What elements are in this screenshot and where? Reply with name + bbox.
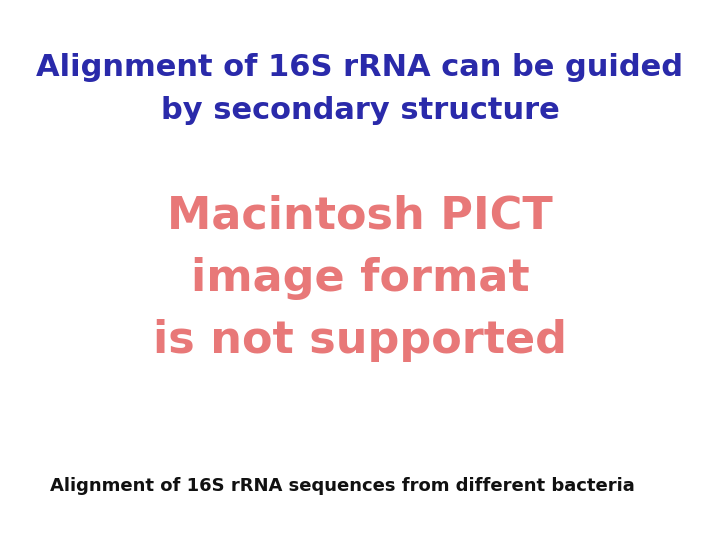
Text: Alignment of 16S rRNA sequences from different bacteria: Alignment of 16S rRNA sequences from dif… [50, 477, 635, 495]
Text: image format: image format [191, 256, 529, 300]
Text: Alignment of 16S rRNA can be guided: Alignment of 16S rRNA can be guided [37, 53, 683, 82]
Text: by secondary structure: by secondary structure [161, 96, 559, 125]
Text: Macintosh PICT: Macintosh PICT [167, 194, 553, 238]
Text: is not supported: is not supported [153, 319, 567, 362]
